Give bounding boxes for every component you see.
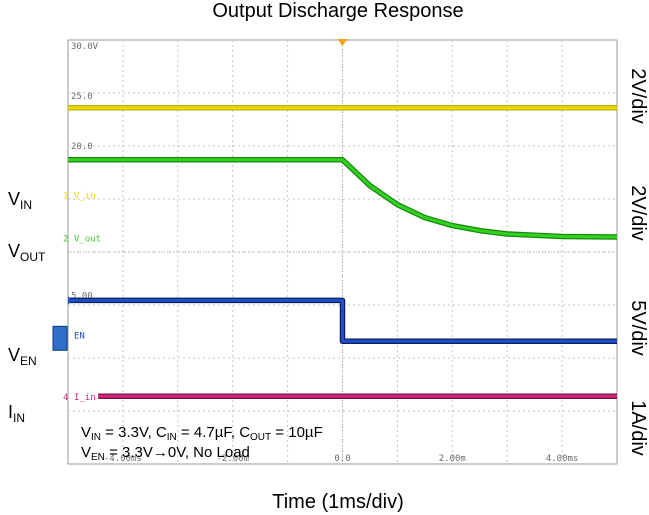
- trace-en: [68, 298, 617, 343]
- scale-labels: 2V/div 2V/div 5V/div 1A/div: [627, 68, 649, 456]
- trace-tag: V_out: [74, 235, 101, 245]
- trace-tag: EN: [74, 331, 85, 341]
- condition-line: VEN = 3.3V→0V, No Load: [81, 444, 250, 463]
- channel-marker: 2: [63, 235, 68, 245]
- x-tick-label: 0.0: [334, 454, 350, 464]
- trace-tag: I_in: [74, 393, 96, 403]
- channel-marker: 4: [63, 393, 68, 403]
- condition-line: VIN = 3.3V, CIN = 4.7µF, COUT = 10µF: [81, 424, 323, 443]
- reference-label: 20.0: [71, 142, 93, 152]
- trace-v-out: [68, 158, 618, 239]
- scale-label: 2V/div: [627, 185, 649, 241]
- channel-label: VIN: [8, 189, 32, 212]
- channel-label: IIN: [8, 402, 25, 425]
- scale-label: 1A/div: [627, 400, 649, 456]
- channel-marker: 1: [63, 192, 68, 202]
- reference-label: 30.0V: [71, 42, 99, 52]
- channel-labels: VIN VOUT VEN IIN: [8, 189, 46, 425]
- channel-label: VEN: [8, 345, 37, 368]
- reference-labels: 30.0V 25.0 20.0 5.00: [71, 42, 99, 301]
- scale-label: 2V/div: [627, 68, 649, 124]
- test-conditions: VIN = 3.3V, CIN = 4.7µF, COUT = 10µFVEN …: [81, 424, 323, 463]
- enable-level-marker: [68, 296, 73, 305]
- reference-label: 25.0: [71, 92, 93, 102]
- x-axis-label: Time (1ms/div): [272, 491, 403, 513]
- trace-tag: V_in: [74, 192, 96, 202]
- reference-label: 5.00: [71, 291, 93, 301]
- x-tick-label: 4.00ms: [546, 454, 579, 464]
- x-tick-label: 2.00m: [439, 454, 466, 464]
- enable-channel-box: [52, 325, 68, 351]
- x-tick-labels: -4.00ms -2.00m 0.0 2.00m 4.00ms: [104, 454, 578, 464]
- traces: [68, 105, 618, 399]
- grid: [68, 40, 617, 464]
- chart-title: Output Discharge Response: [212, 0, 463, 22]
- x-tick-label: -2.00m: [216, 454, 249, 464]
- x-tick-label: -4.00ms: [104, 454, 142, 464]
- scale-label: 5V/div: [627, 300, 649, 356]
- trigger-marker: [337, 39, 348, 46]
- channel-label: VOUT: [8, 241, 46, 264]
